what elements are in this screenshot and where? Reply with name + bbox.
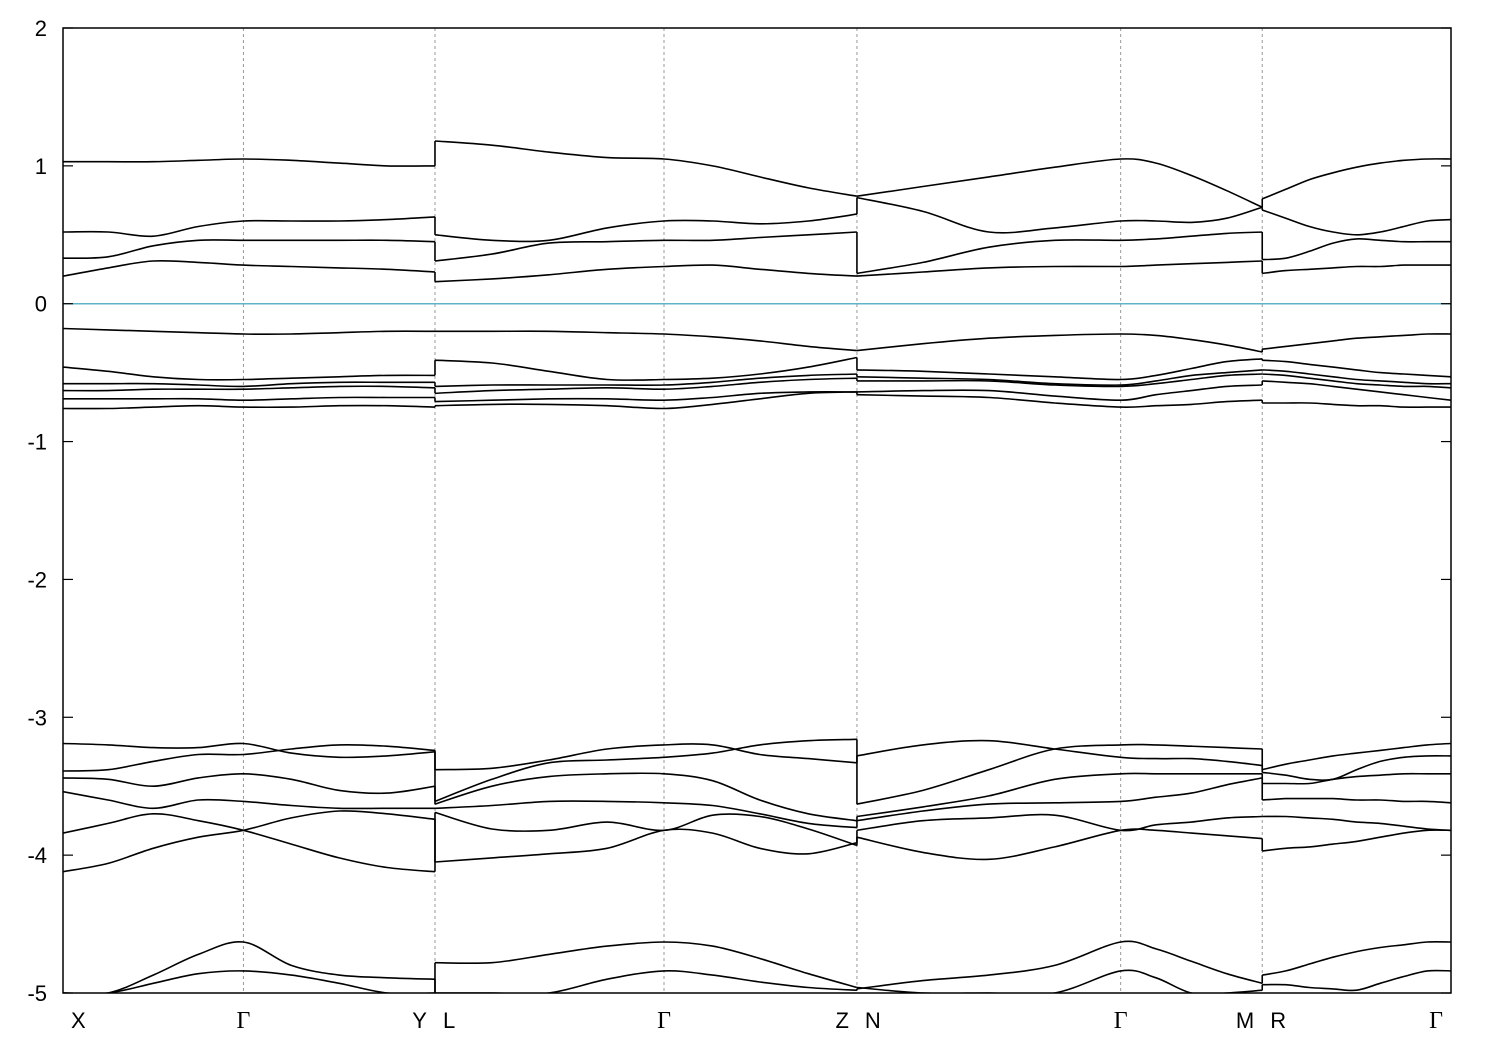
band-line-seg3-b3 <box>1262 815 1451 832</box>
band-line-seg1-b9 <box>434 391 857 403</box>
band-line-seg3-b15 <box>1262 238 1451 261</box>
ytick-label-2: 0 <box>35 292 47 317</box>
kpoint-label-5: Z <box>835 1008 848 1033</box>
band-line-seg3-b10 <box>1262 373 1451 389</box>
band-line-seg1-b13 <box>435 330 857 352</box>
band-line-seg0-b14 <box>63 259 436 277</box>
band-line-seg1-b6 <box>434 738 857 803</box>
ytick-label-6: -4 <box>27 843 47 868</box>
kpoint-label-8: M <box>1236 1008 1254 1033</box>
band-line-seg0-b16 <box>63 216 436 238</box>
band-line-seg0-b10 <box>63 385 436 392</box>
band-line-seg1-b8 <box>434 391 857 410</box>
kpoint-label-9: R <box>1270 1008 1286 1033</box>
band-line-seg2-b0 <box>856 940 1263 990</box>
kpoint-label-7: Γ <box>1114 1008 1128 1034</box>
band-line-seg2-b3 <box>856 813 1263 832</box>
band-line-seg3-b11 <box>1262 369 1451 385</box>
kpoint-label-0: X <box>71 1008 86 1033</box>
ytick-label-1: 1 <box>35 154 47 179</box>
ticks-layer <box>63 27 1451 994</box>
band-line-seg0-b17 <box>63 158 436 167</box>
band-line-seg2-b12 <box>856 358 1263 381</box>
band-line-seg3-b5 <box>1262 772 1451 785</box>
ytick-label-0: 2 <box>35 16 47 41</box>
band-line-seg1-b16 <box>434 213 858 243</box>
band-line-seg2-b9 <box>856 384 1263 402</box>
band-line-seg2-b16 <box>856 196 1263 234</box>
band-line-seg3-b8 <box>1262 402 1451 408</box>
band-line-seg1-b3 <box>434 811 858 847</box>
band-line-seg3-b14 <box>1262 264 1451 275</box>
band-line-seg2-b15 <box>856 231 1263 275</box>
band-line-seg2-b2 <box>856 828 1263 861</box>
band-line-seg2-b17 <box>856 158 1263 208</box>
band-line-seg2-b4 <box>856 777 1263 822</box>
band-line-seg0-b8 <box>63 404 436 410</box>
band-line-seg2-b6 <box>856 743 1263 805</box>
band-line-seg2-b8 <box>856 393 1263 409</box>
band-line-seg0-b7 <box>63 742 436 759</box>
kpoint-label-4: Γ <box>657 1008 671 1034</box>
band-line-seg0-b15 <box>63 239 436 260</box>
band-line-seg1-b10 <box>434 377 857 395</box>
ytick-label-4: -2 <box>27 567 47 592</box>
band-line-seg1-b17 <box>434 140 858 197</box>
band-line-seg1-b5 <box>434 772 858 822</box>
band-line-seg3-b9 <box>1262 380 1451 401</box>
band-line-seg0-b3 <box>63 812 436 873</box>
band-line-seg0-b5 <box>63 772 436 795</box>
band-line-seg3-b13 <box>1262 333 1451 350</box>
ytick-label-5: -3 <box>27 705 47 730</box>
band-line-seg0-b12 <box>63 366 436 381</box>
kpoint-label-1: Γ <box>237 1008 251 1034</box>
band-line-seg3-b1 <box>1262 969 1451 992</box>
band-line-seg0-b4 <box>63 790 435 810</box>
band-line-seg2-b10 <box>856 373 1263 388</box>
kpoint-label-10: Γ <box>1429 1008 1443 1034</box>
band-line-seg3-b2 <box>1262 829 1451 852</box>
bands-layer <box>63 140 1451 993</box>
band-line-seg1-b7 <box>434 743 857 771</box>
band-line-seg3-b16 <box>1261 209 1451 236</box>
band-line-seg1-b4 <box>434 800 857 829</box>
plot-frame <box>62 27 1452 994</box>
band-line-seg2-b14 <box>856 260 1263 277</box>
band-line-seg3-b4 <box>1262 797 1451 804</box>
band-line-seg0-b0 <box>63 940 436 993</box>
band-line-seg2-b13 <box>856 333 1263 353</box>
band-line-seg3-b7 <box>1262 742 1451 771</box>
band-line-seg0-b1 <box>63 970 435 993</box>
band-line-seg2-b7 <box>856 739 1263 767</box>
band-line-seg3-b6 <box>1262 755 1451 781</box>
band-line-seg0-b9 <box>63 396 435 402</box>
band-line-seg3-b0 <box>1262 940 1451 976</box>
band-line-seg1-b1 <box>434 941 858 989</box>
band-line-seg3-b17 <box>1261 158 1451 200</box>
ytick-label-3: -1 <box>27 430 47 455</box>
band-line-seg1-b12 <box>434 356 858 381</box>
band-line-seg3-b12 <box>1262 359 1451 378</box>
band-line-seg2-b11 <box>856 369 1263 386</box>
band-line-seg2-b1 <box>856 969 1263 993</box>
kpoint-label-6: N <box>865 1008 881 1033</box>
band-line-seg2-b5 <box>856 772 1263 818</box>
y-tick-labels: 2 1 0 -1 -2 -3 -4 -5 <box>27 16 47 1006</box>
band-line-seg0-b6 <box>63 743 436 772</box>
band-line-seg0-b13 <box>63 327 436 336</box>
band-line-seg1-b0 <box>434 970 857 993</box>
band-line-seg0-b11 <box>63 381 435 388</box>
kpoint-label-3: L <box>443 1008 455 1033</box>
band-line-seg1-b11 <box>434 373 857 388</box>
band-line-seg1-b15 <box>434 231 857 262</box>
kpoint-label-2: Y <box>412 1008 427 1033</box>
ytick-label-7: -5 <box>27 981 47 1006</box>
band-line-seg1-b14 <box>434 264 857 283</box>
